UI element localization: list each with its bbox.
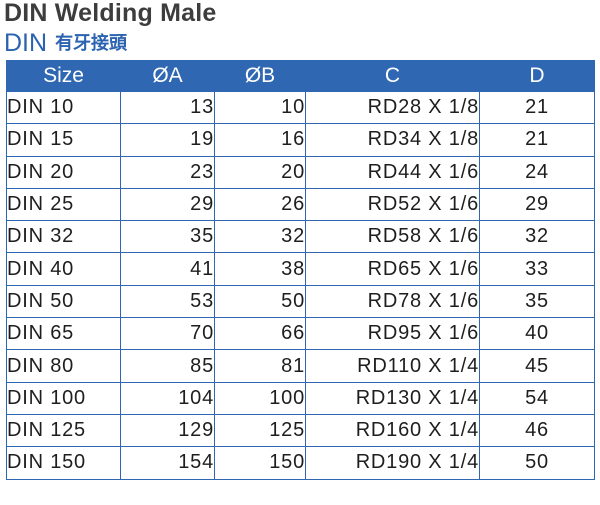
table-row: DIN 125 129 125 RD160 X 1/4 46 xyxy=(6,413,595,448)
size-cell: DIN 125 xyxy=(6,413,121,448)
table-row: DIN 32 35 32 RD58 X 1/6 32 xyxy=(6,220,595,254)
size-cell: DIN 32 xyxy=(6,220,121,254)
d-cell: 40 xyxy=(479,317,595,351)
d-cell: 24 xyxy=(479,155,595,189)
diameter-a-cell: 70 xyxy=(120,317,215,351)
size-cell: DIN 20 xyxy=(6,155,121,189)
subtitle-standard-code: DIN xyxy=(4,29,48,57)
header-d: D xyxy=(479,60,595,92)
size-cell: DIN 100 xyxy=(6,381,121,415)
size-cell: DIN 50 xyxy=(6,284,121,319)
diameter-b-cell: 125 xyxy=(214,413,306,448)
diameter-b-cell: 38 xyxy=(214,252,306,286)
diameter-a-cell: 53 xyxy=(120,284,215,319)
dimensions-table: Size ØA ØB C D DIN 10 13 10 RD28 X 1/8 21 DIN… xyxy=(6,60,595,480)
table-row: DIN 50 53 50 RD78 X 1/6 35 xyxy=(6,284,595,319)
table-row: DIN 100 104 100 RD130 X 1/4 54 xyxy=(6,381,595,415)
header-size: Size xyxy=(6,60,121,92)
header-c: C xyxy=(305,60,480,92)
c-cell: RD44 X 1/6 xyxy=(305,155,480,189)
d-cell: 54 xyxy=(479,381,595,415)
c-cell: RD52 X 1/6 xyxy=(305,187,480,222)
table-row: DIN 65 70 66 RD95 X 1/6 40 xyxy=(6,317,595,351)
header-diameter-a: ØA xyxy=(120,60,215,92)
c-cell: RD65 X 1/6 xyxy=(305,252,480,286)
d-cell: 32 xyxy=(479,220,595,254)
d-cell: 45 xyxy=(479,349,595,383)
d-cell: 21 xyxy=(479,123,595,157)
diameter-b-cell: 66 xyxy=(214,317,306,351)
size-cell: DIN 150 xyxy=(6,446,121,480)
c-cell: RD58 X 1/6 xyxy=(305,220,480,254)
diameter-a-cell: 23 xyxy=(120,155,215,189)
diameter-b-cell: 26 xyxy=(214,187,306,222)
page-title: DIN Welding Male xyxy=(4,0,217,27)
diameter-b-cell: 32 xyxy=(214,220,306,254)
table-header: Size ØA ØB C D xyxy=(6,60,595,92)
diameter-a-cell: 35 xyxy=(120,220,215,254)
diameter-a-cell: 104 xyxy=(120,381,215,415)
diameter-a-cell: 13 xyxy=(120,90,215,125)
c-cell: RD190 X 1/4 xyxy=(305,446,480,480)
d-cell: 29 xyxy=(479,187,595,222)
subtitle: DIN 有牙接頭 xyxy=(4,28,127,62)
table-row: DIN 25 29 26 RD52 X 1/6 29 xyxy=(6,187,595,222)
c-cell: RD78 X 1/6 xyxy=(305,284,480,319)
diameter-b-cell: 81 xyxy=(214,349,306,383)
diameter-b-cell: 16 xyxy=(214,123,306,157)
size-cell: DIN 40 xyxy=(6,252,121,286)
c-cell: RD130 X 1/4 xyxy=(305,381,480,415)
table-row: DIN 10 13 10 RD28 X 1/8 21 xyxy=(6,90,595,125)
diameter-a-cell: 129 xyxy=(120,413,215,448)
size-cell: DIN 15 xyxy=(6,123,121,157)
diameter-b-cell: 150 xyxy=(214,446,306,480)
d-cell: 35 xyxy=(479,284,595,319)
table-row: DIN 40 41 38 RD65 X 1/6 33 xyxy=(6,252,595,286)
diameter-b-cell: 50 xyxy=(214,284,306,319)
diameter-a-cell: 85 xyxy=(120,349,215,383)
d-cell: 46 xyxy=(479,413,595,448)
header-row: Size ØA ØB C D xyxy=(6,60,595,92)
diameter-a-cell: 19 xyxy=(120,123,215,157)
c-cell: RD110 X 1/4 xyxy=(305,349,480,383)
c-cell: RD28 X 1/8 xyxy=(305,90,480,125)
table-row: DIN 80 85 81 RD110 X 1/4 45 xyxy=(6,349,595,383)
d-cell: 50 xyxy=(479,446,595,480)
diameter-b-cell: 100 xyxy=(214,381,306,415)
diameter-a-cell: 29 xyxy=(120,187,215,222)
size-cell: DIN 25 xyxy=(6,187,121,222)
subtitle-chinese-name: 有牙接頭 xyxy=(55,33,128,54)
diameter-b-cell: 10 xyxy=(214,90,306,125)
size-cell: DIN 10 xyxy=(6,90,121,125)
d-cell: 21 xyxy=(479,90,595,125)
table-body: DIN 10 13 10 RD28 X 1/8 21 DIN 15 19 16 RD34 X 1… xyxy=(6,90,595,480)
c-cell: RD95 X 1/6 xyxy=(305,317,480,351)
table-row: DIN 20 23 20 RD44 X 1/6 24 xyxy=(6,155,595,189)
size-cell: DIN 80 xyxy=(6,349,121,383)
d-cell: 33 xyxy=(479,252,595,286)
diameter-a-cell: 41 xyxy=(120,252,215,286)
diameter-b-cell: 20 xyxy=(214,155,306,189)
size-cell: DIN 65 xyxy=(6,317,121,351)
header-diameter-b: ØB xyxy=(214,60,306,92)
table-row: DIN 15 19 16 RD34 X 1/8 21 xyxy=(6,123,595,157)
table-row: DIN 150 154 150 RD190 X 1/4 50 xyxy=(6,446,595,480)
c-cell: RD160 X 1/4 xyxy=(305,413,480,448)
diameter-a-cell: 154 xyxy=(120,446,215,480)
c-cell: RD34 X 1/8 xyxy=(305,123,480,157)
